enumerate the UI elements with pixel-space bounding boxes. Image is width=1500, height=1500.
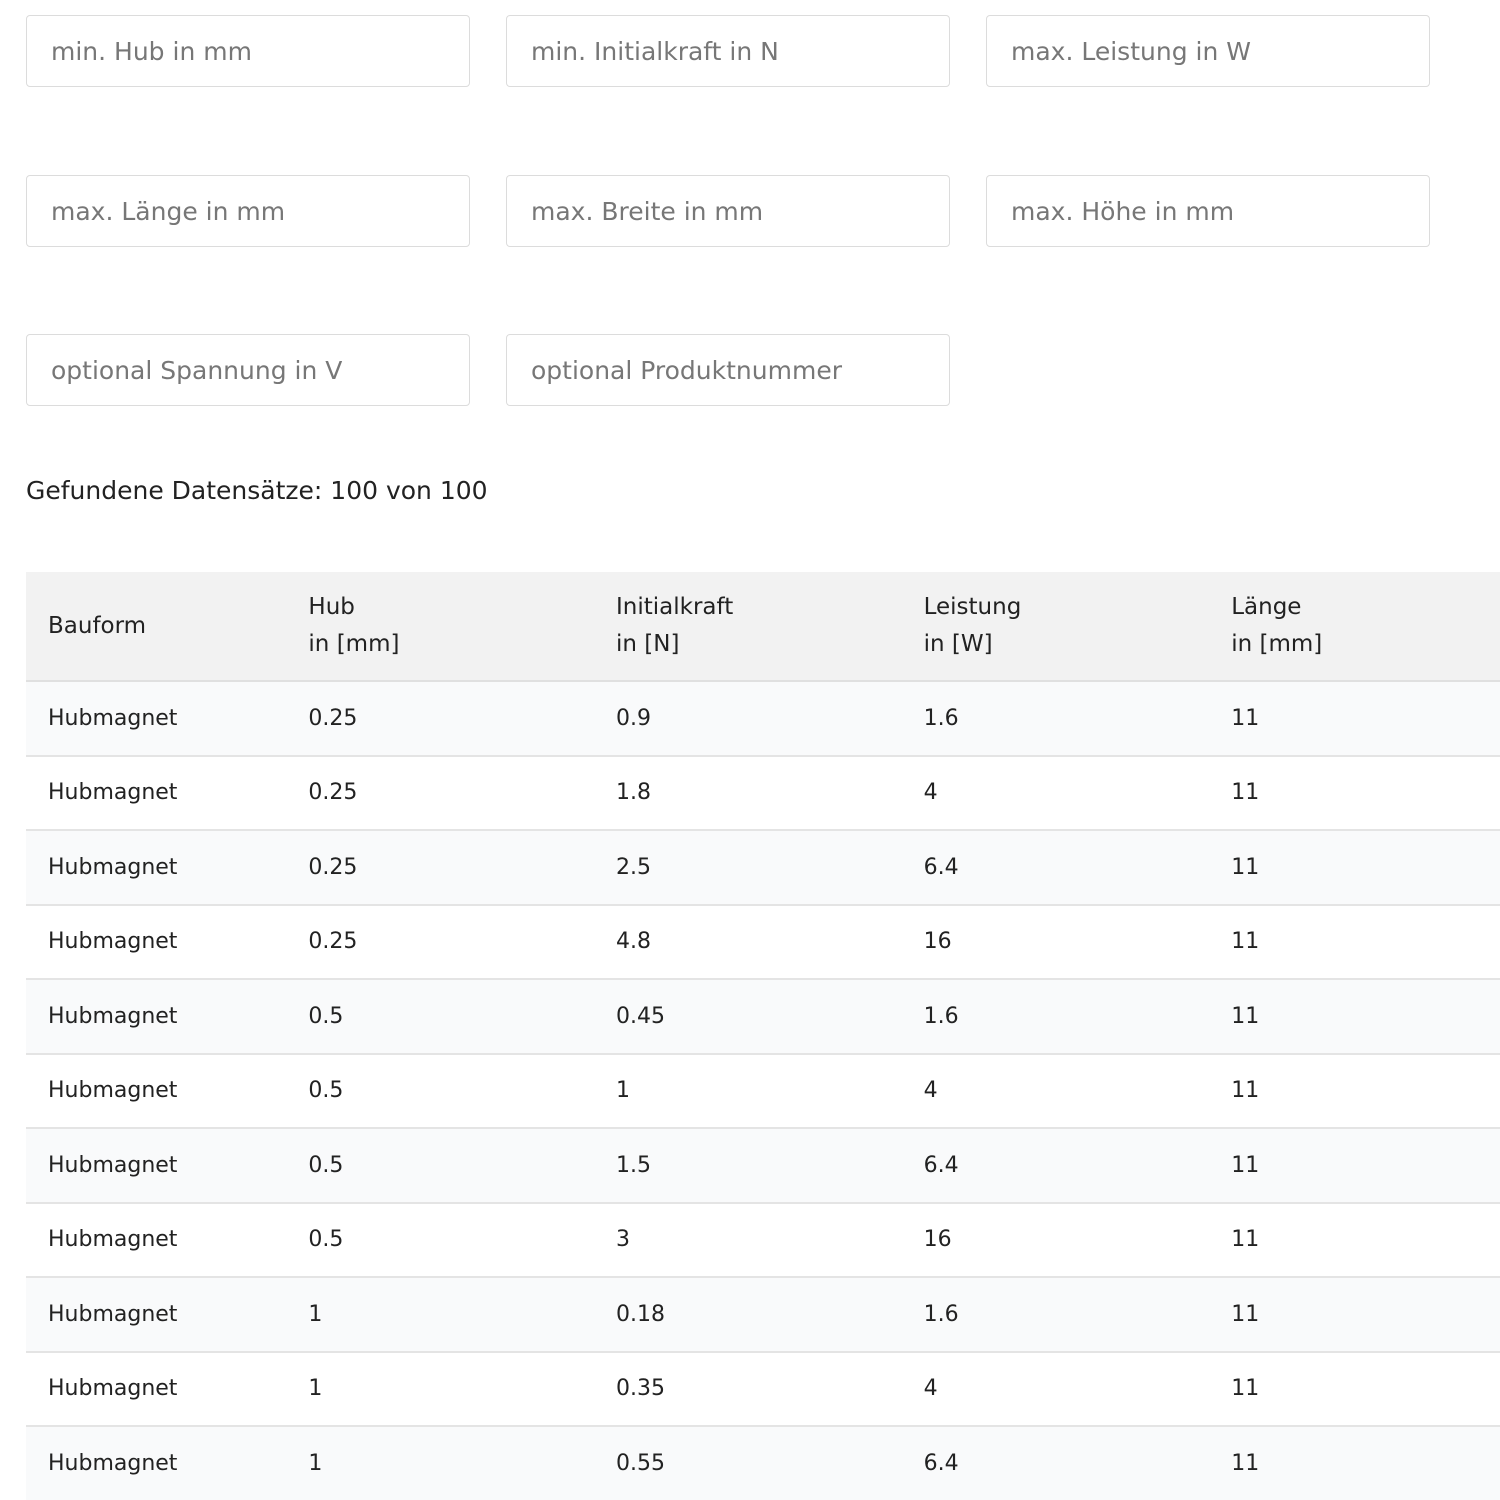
table-cell: 11 (1231, 1227, 1260, 1253)
table-row[interactable]: Hubmagnet 0.5 1 4 11 (26, 1054, 1500, 1129)
results-table: Bauform Hub in [mm] Initialkraft in [N] … (26, 572, 1500, 1500)
table-cell: 11 (1231, 1301, 1260, 1327)
min-initialkraft-field[interactable] (506, 15, 950, 87)
table-cell: 6.4 (923, 854, 959, 880)
table-cell: 11 (1231, 780, 1260, 806)
table-row[interactable]: Hubmagnet 0.25 4.8 16 11 (26, 905, 1500, 980)
table-cell: 11 (1231, 1376, 1260, 1402)
max-leistung-input[interactable] (987, 16, 1429, 86)
table-cell: 1.6 (923, 705, 959, 731)
table-cell: 0.25 (308, 780, 358, 806)
table-cell: 0.25 (308, 929, 358, 955)
table-row[interactable]: Hubmagnet 1 0.35 4 11 (26, 1352, 1500, 1427)
table-cell: 0.5 (308, 1152, 344, 1178)
table-row[interactable]: Hubmagnet 0.25 1.8 4 11 (26, 756, 1500, 831)
min-hub-input[interactable] (27, 16, 469, 86)
table-cell: 0.5 (308, 1227, 344, 1253)
table-row[interactable]: Hubmagnet 0.5 3 16 11 (26, 1203, 1500, 1278)
table-cell: Hubmagnet (48, 705, 178, 731)
produktnummer-field[interactable] (506, 334, 950, 406)
header-hub[interactable]: Hub in [mm] (308, 594, 400, 657)
table-cell: Hubmagnet (48, 1450, 178, 1476)
table-row[interactable]: Hubmagnet 0.25 2.5 6.4 11 (26, 831, 1500, 906)
table-cell: 11 (1231, 854, 1260, 880)
table-cell: 4 (923, 1376, 938, 1402)
spannung-input[interactable] (27, 335, 469, 405)
table-cell: 11 (1231, 1450, 1260, 1476)
min-initialkraft-input[interactable] (507, 16, 949, 86)
table-cell: 16 (923, 1227, 952, 1253)
header-bauform[interactable]: Bauform (48, 612, 147, 639)
table-cell: Hubmagnet (48, 1227, 178, 1253)
table-cell: Hubmagnet (48, 929, 178, 955)
table-row[interactable]: Hubmagnet 0.5 1.5 6.4 11 (26, 1129, 1500, 1204)
max-breite-field[interactable] (506, 175, 950, 247)
table-cell: 0.45 (616, 1003, 665, 1029)
table-cell: Hubmagnet (48, 780, 178, 806)
table-cell: 6.4 (923, 1450, 959, 1476)
max-breite-input[interactable] (507, 176, 949, 246)
table-cell: 3 (616, 1227, 631, 1253)
min-hub-field[interactable] (26, 15, 470, 87)
table-header: Bauform Hub in [mm] Initialkraft in [N] … (26, 572, 1500, 682)
table-cell: 11 (1231, 1152, 1260, 1178)
table-cell: 0.5 (308, 1003, 344, 1029)
table-cell: 1.8 (616, 780, 652, 806)
table-body: Hubmagnet 0.25 0.9 1.6 11 Hubmagnet 0.25 1.8 4 11… (26, 682, 1500, 1500)
table-cell: 0.9 (616, 705, 652, 731)
header-laenge[interactable]: Länge in [mm] (1231, 594, 1323, 657)
table-cell: 0.25 (308, 854, 358, 880)
max-hoehe-input[interactable] (987, 176, 1429, 246)
table-cell: 11 (1231, 1003, 1260, 1029)
table-cell: Hubmagnet (48, 1078, 178, 1104)
table-cell: 1 (616, 1078, 631, 1104)
table-cell: 4 (923, 780, 938, 806)
table-cell: 11 (1231, 929, 1260, 955)
table-cell: 2.5 (616, 854, 652, 880)
table-cell: 1 (308, 1450, 323, 1476)
table-cell: 11 (1231, 1078, 1260, 1104)
table-cell: 11 (1231, 705, 1260, 731)
table-cell: Hubmagnet (48, 1003, 178, 1029)
table-cell: 1.6 (923, 1003, 959, 1029)
table-cell: 16 (923, 929, 952, 955)
table-cell: Hubmagnet (48, 854, 178, 880)
max-leistung-field[interactable] (986, 15, 1430, 87)
table-cell: 1.5 (616, 1152, 652, 1178)
spannung-field[interactable] (26, 334, 470, 406)
result-count: Gefundene Datensätze: 100 von 100 (26, 476, 488, 505)
table-cell: 4 (923, 1078, 938, 1104)
table-cell: 1 (308, 1376, 323, 1402)
table-cell: 0.55 (616, 1450, 665, 1476)
table-cell: 0.18 (616, 1301, 665, 1327)
table-cell: 0.5 (308, 1078, 344, 1104)
table-cell: 4.8 (616, 929, 652, 955)
header-initialkraft[interactable]: Initialkraft in [N] (616, 594, 734, 657)
max-laenge-input[interactable] (27, 176, 469, 246)
table-cell: 1 (308, 1301, 323, 1327)
table-row[interactable]: Hubmagnet 1 0.55 6.4 11 (26, 1427, 1500, 1500)
max-hoehe-field[interactable] (986, 175, 1430, 247)
max-laenge-field[interactable] (26, 175, 470, 247)
table-row[interactable]: Hubmagnet 1 0.18 1.6 11 (26, 1278, 1500, 1353)
table-cell: 1.6 (923, 1301, 959, 1327)
table-row[interactable]: Hubmagnet 0.25 0.9 1.6 11 (26, 682, 1500, 757)
table-cell: Hubmagnet (48, 1301, 178, 1327)
produktnummer-input[interactable] (507, 335, 949, 405)
table-cell: 0.25 (308, 705, 358, 731)
table-cell: Hubmagnet (48, 1152, 178, 1178)
table-row[interactable]: Hubmagnet 0.5 0.45 1.6 11 (26, 980, 1500, 1055)
table-cell: 6.4 (923, 1152, 959, 1178)
header-leistung[interactable]: Leistung in [W] (923, 594, 1022, 657)
table-cell: Hubmagnet (48, 1376, 178, 1402)
table-cell: 0.35 (616, 1376, 665, 1402)
